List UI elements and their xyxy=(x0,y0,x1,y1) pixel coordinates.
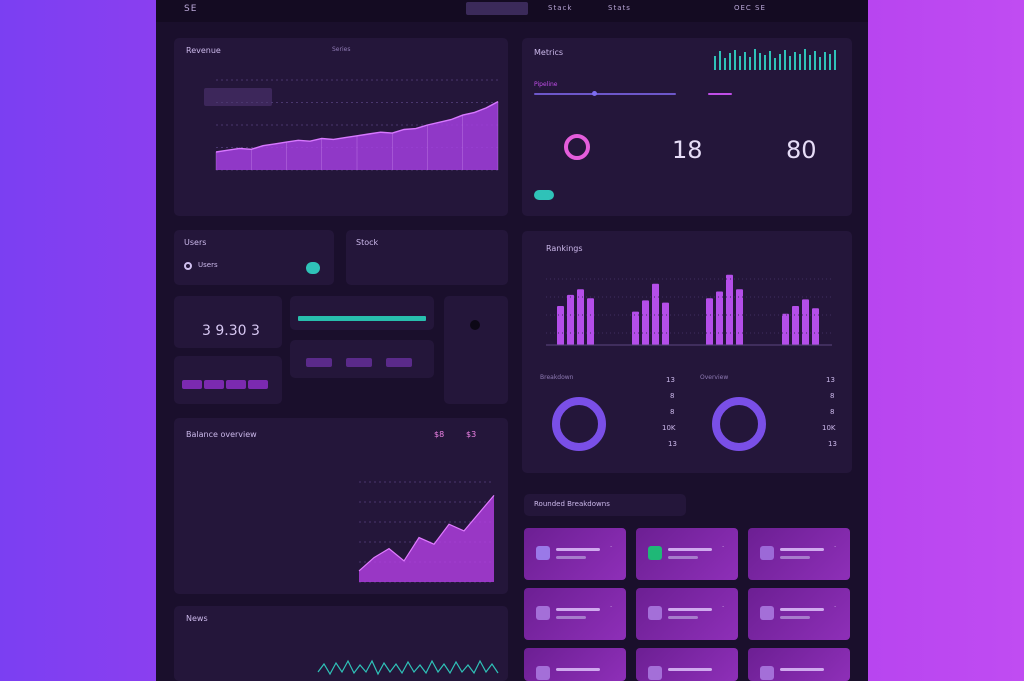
news-panel: News xyxy=(174,606,508,681)
balance-area xyxy=(359,495,494,582)
small-stat-2 xyxy=(346,358,372,367)
breakdown-bar xyxy=(632,311,639,345)
breakdown-bar xyxy=(736,289,743,345)
right-value-1: 13 xyxy=(826,376,835,384)
top-bar: SE Stack Stats OEC SE xyxy=(156,0,868,22)
kpi-mini-4 xyxy=(248,380,268,389)
metric-value-b: 80 xyxy=(786,136,817,164)
tile-3[interactable]: · xyxy=(748,528,850,580)
users-icon xyxy=(184,262,192,270)
kpi-bars-panel xyxy=(174,356,282,404)
revenue-panel: Revenue Series xyxy=(174,38,508,216)
balance-title: Balance overview xyxy=(186,430,257,439)
rankings-title: Rankings xyxy=(546,244,583,253)
app-brand: SE xyxy=(184,4,198,14)
right-value-3: 8 xyxy=(830,408,835,416)
kpi-mini-2 xyxy=(204,380,224,389)
tile-7[interactable] xyxy=(524,648,626,681)
breakdown-bar xyxy=(642,300,649,345)
rounded-breakdowns-header: Rounded Breakdowns xyxy=(524,494,686,516)
stock-panel: Stock xyxy=(346,230,508,285)
balance-panel: Balance overview $8 $3 xyxy=(174,418,508,594)
left-value-5: 13 xyxy=(668,440,677,448)
side-stats-panel xyxy=(444,296,508,404)
balance-chart xyxy=(358,481,495,583)
tile-4[interactable]: · xyxy=(524,588,626,640)
kpi-panel: 3 9.30 3 xyxy=(174,296,282,348)
left-value-4: 10K xyxy=(662,424,676,432)
breakdown-bar xyxy=(587,298,594,345)
revenue-title: Revenue xyxy=(186,46,221,55)
small-stat-3 xyxy=(386,358,412,367)
tile-8[interactable] xyxy=(636,648,738,681)
nav-item-stats[interactable]: Stats xyxy=(608,4,631,12)
nav-item-stack[interactable]: Stack xyxy=(548,4,573,12)
bars-chart xyxy=(546,274,832,346)
tile-9[interactable] xyxy=(748,648,850,681)
metrics-title: Metrics xyxy=(534,48,564,57)
breakdown-bar xyxy=(716,291,723,345)
left-value-1: 13 xyxy=(666,376,675,384)
balance-value-b: $3 xyxy=(466,430,477,439)
right-value-5: 13 xyxy=(828,440,837,448)
metrics-toggle[interactable] xyxy=(534,190,554,200)
pipeline-end-marker xyxy=(708,93,732,95)
small-stats-panel xyxy=(290,340,434,378)
donut-left-label: Breakdown xyxy=(540,374,574,381)
pipeline-bar xyxy=(534,93,676,95)
left-donut xyxy=(552,397,606,451)
rounded-breakdowns-title: Rounded Breakdowns xyxy=(534,500,610,508)
donut-right-label: Overview xyxy=(700,374,729,381)
right-donut xyxy=(712,397,766,451)
tile-6[interactable]: · xyxy=(748,588,850,640)
breakdown-bar xyxy=(567,294,574,345)
breakdown-bar xyxy=(792,306,799,345)
users-title: Users xyxy=(184,238,207,247)
balance-line xyxy=(358,494,495,572)
left-value-2: 8 xyxy=(670,392,675,400)
breakdown-bar xyxy=(652,283,659,345)
breakdown-bar xyxy=(706,298,713,345)
kpi-mini-3 xyxy=(226,380,246,389)
news-lines xyxy=(317,659,499,676)
metrics-ring-icon xyxy=(564,134,590,160)
stock-title: Stock xyxy=(356,238,379,247)
search-input[interactable] xyxy=(466,2,528,15)
revenue-chart xyxy=(215,79,499,171)
kpi-value: 3 9.30 3 xyxy=(202,323,260,339)
pipeline-marker xyxy=(592,91,597,96)
breakdown-bar xyxy=(802,299,809,345)
metrics-panel: Metrics Pipeline 18 80 xyxy=(522,38,852,216)
left-value-3: 8 xyxy=(670,408,675,416)
right-value-4: 10K xyxy=(822,424,836,432)
metric-value-a: 18 xyxy=(672,136,703,164)
tile-1[interactable]: · xyxy=(524,528,626,580)
breakdown-bar xyxy=(812,308,819,345)
dashboard-window: SE Stack Stats OEC SE Revenue Series Met… xyxy=(156,0,868,681)
metrics-sparkbars xyxy=(714,49,836,70)
revenue-legend: Series xyxy=(332,46,351,53)
breakdown-bar xyxy=(726,274,733,345)
revenue-tooltip xyxy=(204,88,272,106)
breakdown-bar xyxy=(662,302,669,345)
progress-panel xyxy=(290,296,434,330)
users-item-label: Users xyxy=(198,261,218,269)
progress-bar xyxy=(298,316,426,321)
nav-item-oec[interactable]: OEC SE xyxy=(734,4,766,12)
pipeline-label: Pipeline xyxy=(534,81,558,88)
breakdown-bar xyxy=(782,313,789,345)
users-toggle[interactable] xyxy=(306,262,320,274)
kpi-mini-1 xyxy=(182,380,202,389)
right-value-2: 8 xyxy=(830,392,835,400)
rankings-panel: Rankings Breakdown Overview 13 8 8 10K 1… xyxy=(522,231,852,473)
users-panel: Users Users xyxy=(174,230,334,285)
balance-value-a: $8 xyxy=(434,430,445,439)
tile-2[interactable]: · xyxy=(636,528,738,580)
breakdown-bar xyxy=(557,306,564,345)
tile-5[interactable]: · xyxy=(636,588,738,640)
breakdown-bar xyxy=(577,289,584,345)
small-stat-1 xyxy=(306,358,332,367)
side-stats-dot xyxy=(470,320,480,330)
news-title: News xyxy=(186,614,208,623)
